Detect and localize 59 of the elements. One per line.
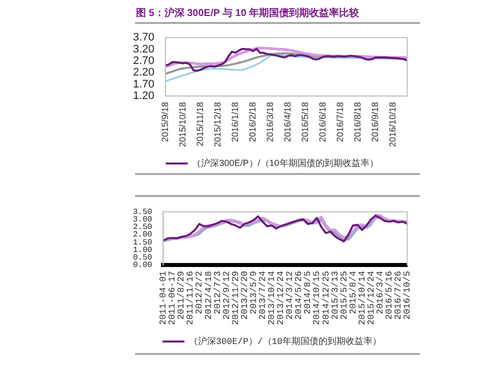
x-tick-label: 2014/8/5 <box>303 270 314 314</box>
y-tick-label: 2.20 <box>132 66 154 79</box>
x-tick-label: 2013/7/24 <box>258 270 268 320</box>
x-tick-label: 2014/3/12 <box>285 270 296 320</box>
x-tick-label: 2013/10/14 <box>267 270 278 326</box>
x-tick-label: 2013/5/9 <box>248 270 259 314</box>
x-tick-label: 2011-04-01 <box>158 270 169 326</box>
x-tick-label: 2014/5/26 <box>294 270 304 320</box>
y-tick-label: 3.20 <box>132 43 154 56</box>
y-tick-label: 1.70 <box>132 78 154 90</box>
x-tick-label: 2016/3/18 <box>265 102 276 142</box>
x-tick-label: 2013/12/24 <box>276 270 286 326</box>
x-tick-label: 2016/2/18 <box>248 102 258 142</box>
x-tick-label: 2015/12/24 <box>366 270 376 326</box>
x-tick-label: 2016/6/18 <box>318 102 328 142</box>
x-tick-label: 2012/2/2 <box>194 270 205 314</box>
legend-label: （沪深300E/P）/（10年期国债的到期收益率） <box>192 158 378 168</box>
x-tick-label: 2012/7/3 <box>212 270 223 314</box>
x-tick-label: 2016/3/4 <box>375 270 386 314</box>
x-tick-label: 2015/12/18 <box>212 102 222 148</box>
x-tick-label: 2016/7/18 <box>335 102 346 142</box>
x-tick-label: 2016/10/18 <box>388 102 398 148</box>
y-tick-label: 3.70 <box>132 32 154 44</box>
x-tick-label: 2016/10/5 <box>402 270 413 320</box>
x-tick-label: 2016/4/18 <box>282 102 293 142</box>
y-tick-label: 2.70 <box>132 54 154 67</box>
x-tick-label: 2011-06-17 <box>168 270 178 326</box>
y-tick-label: 2.50 <box>133 223 152 232</box>
y-tick-label: 1.20 <box>132 90 154 102</box>
x-tick-label: 2016/9/18 <box>370 102 380 142</box>
x-tick-label: 2015/3/13 <box>330 270 340 320</box>
y-tick-label: 0.00 <box>133 261 152 270</box>
x-tick-label: 2015/9/18 <box>160 102 170 142</box>
x-tick-label: 2015/8/4 <box>348 270 358 314</box>
y-tick-label: 1.50 <box>133 238 152 248</box>
x-tick-label: 2016/5/18 <box>300 102 310 142</box>
x-tick-label: 2015/11/18 <box>194 102 205 146</box>
x-tick-label: 2011/11/16 <box>186 270 196 326</box>
y-tick-label: 0.50 <box>133 254 152 263</box>
x-tick-label: 2012/9/12 <box>222 270 232 320</box>
x-tick-label: 2011/8/29 <box>176 270 187 320</box>
x-tick-label: 2016/7/26 <box>394 270 404 320</box>
y-tick-label: 2.00 <box>133 230 152 240</box>
y-tick-label: 3.50 <box>133 208 152 217</box>
x-tick-label: 2016/8/18 <box>352 102 363 142</box>
x-tick-label: 2014/12/25 <box>321 270 332 326</box>
chart-title: 图 5：沪深 300E/P 与 10 年期国债到期收益率比较 <box>136 6 360 20</box>
x-tick-label: 2012/11/29 <box>230 270 241 326</box>
y-tick-label: 1.00 <box>133 246 152 255</box>
x-tick-label: 2015/5/25 <box>339 270 350 320</box>
x-tick-label: 2013/2/20 <box>240 270 250 320</box>
x-tick-label: 2014/10/15 <box>312 270 322 326</box>
x-tick-label: 2015/10/18 <box>177 102 188 148</box>
x-tick-label: 2012/4/18 <box>204 270 214 320</box>
x-tick-label: 2016/5/16 <box>384 270 395 320</box>
x-tick-label: 2015/10/14 <box>357 270 368 326</box>
x-tick-label: 2016/1/18 <box>230 102 240 142</box>
legend-label: （沪深300E/P）/（10年期国债的到期收益率） <box>188 336 382 347</box>
y-tick-label: 3.00 <box>133 216 152 225</box>
